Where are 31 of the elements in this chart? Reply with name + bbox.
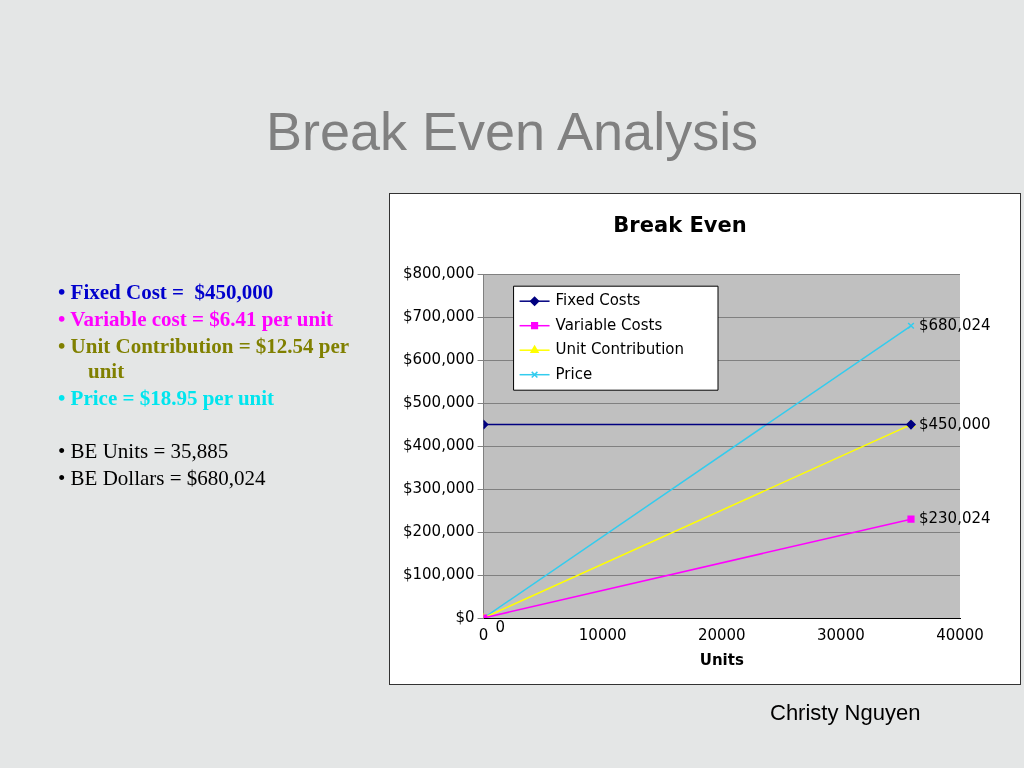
legend-label: Unit Contribution — [555, 340, 685, 359]
text: • BE Dollars = $680,024 — [58, 466, 267, 491]
x-tick-label: 10000 — [578, 625, 627, 644]
data-label: $450,000 — [918, 414, 991, 433]
data-label: $680,024 — [918, 315, 991, 334]
y-tick-label: $500,000 — [402, 393, 475, 412]
legend-label: Fixed Costs — [555, 291, 641, 310]
y-tick-label: $100,000 — [402, 564, 475, 583]
x-tick-label: 40000 — [936, 625, 984, 644]
y-tick-label: $800,000 — [402, 264, 475, 283]
y-tick-label: $0 — [455, 607, 475, 626]
text: • Price = $18.95 per unit — [58, 386, 276, 411]
x-tick-label: 20000 — [697, 625, 746, 644]
y-tick-label: $700,000 — [402, 307, 475, 326]
legend-label: Price — [555, 364, 593, 383]
text: • Variable cost = $6.41 per unit — [58, 307, 335, 332]
x-tick-label: 0 — [478, 625, 489, 644]
text: Christy Nguyen — [770, 700, 921, 726]
chart-subtitle: Break Even — [613, 213, 747, 238]
text: • Unit Contribution = $12.54 per unit — [58, 334, 350, 384]
data-label: $230,024 — [918, 509, 991, 528]
text: • BE Units = 35,885 — [58, 439, 230, 464]
chart-title: Break Even Analysis — [264, 100, 760, 162]
y-tick-label: $300,000 — [402, 478, 475, 497]
legend-label: Variable Costs — [555, 315, 663, 334]
text: • Fixed Cost = $450,000 — [58, 280, 275, 305]
y-tick-label: $600,000 — [402, 350, 475, 369]
x-tick-label: 30000 — [817, 625, 865, 644]
y-tick-label: $200,000 — [402, 521, 475, 540]
x-axis-title: Units — [699, 650, 744, 669]
y-tick-label: $400,000 — [402, 435, 475, 454]
